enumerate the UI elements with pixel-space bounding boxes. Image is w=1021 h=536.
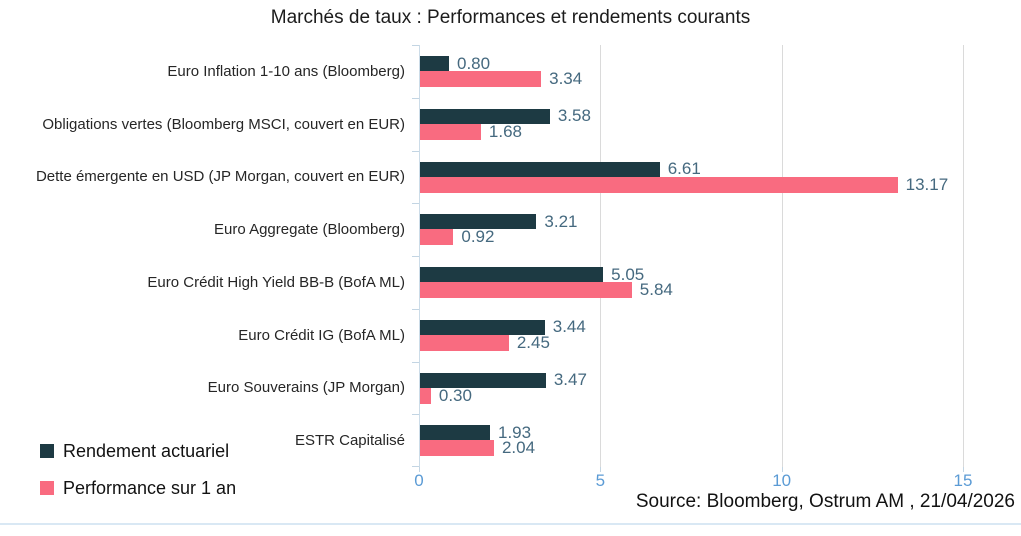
category-label: Euro Souverains (JP Morgan): [207, 379, 405, 397]
value-label: 2.04: [501, 438, 536, 458]
legend-item: Rendement actuariel: [40, 437, 236, 465]
bar-performance-1an: [420, 176, 898, 193]
x-tick-label: 0: [414, 471, 424, 490]
bar-rendement-actuariel: [420, 108, 550, 124]
bar-rendement-actuariel: [420, 319, 545, 335]
x-axis-tick-mark: [963, 467, 964, 472]
bar-performance-1an: [420, 282, 632, 298]
x-tick-label: 10: [772, 471, 792, 490]
category-label: ESTR Capitalisé: [294, 432, 405, 450]
bottom-divider: [0, 523, 1021, 525]
x-axis-tick-mark: [600, 467, 602, 472]
category-axis-tick-mark: [412, 151, 419, 152]
category-label: Euro Inflation 1-10 ans (Bloomberg): [167, 62, 405, 80]
value-label: 3.21: [544, 211, 578, 231]
value-label: 3.44: [552, 317, 586, 337]
value-label: 13.17: [905, 174, 949, 194]
value-label: 3.58: [557, 106, 591, 126]
category-label: Obligations vertes (Bloomberg MSCI, couv…: [42, 115, 405, 133]
value-axis-zero-line: [419, 45, 420, 467]
category-axis-tick-mark: [412, 45, 419, 46]
value-label: 3.34: [549, 69, 583, 88]
value-label: 0.30: [438, 385, 472, 405]
bar-rendement-actuariel: [420, 372, 546, 388]
legend: Rendement actuariel Performance sur 1 an: [40, 437, 236, 511]
gridline-5: [600, 45, 602, 467]
plot-area: 0.80 3.34 3.58 1.68 6.61 13.17 3.21 0.92 5.05 5.8…: [412, 45, 990, 472]
bar-performance-1an: [420, 334, 509, 351]
legend-label: Performance sur 1 an: [63, 477, 237, 498]
x-tick-label: 15: [953, 471, 973, 490]
category-label: Euro Crédit High Yield BB-B (BofA ML): [147, 273, 405, 291]
category-axis-tick-mark: [412, 256, 419, 257]
category-axis: Euro Inflation 1-10 ans (Bloomberg) Oblig…: [0, 45, 413, 467]
legend-swatch: [40, 444, 54, 458]
x-axis-tick-mark: [781, 467, 783, 472]
value-label: 0.80: [457, 53, 491, 73]
value-label: 2.45: [516, 332, 550, 352]
value-label: 1.68: [488, 121, 523, 141]
category-axis-tick-mark: [412, 362, 419, 363]
bar-performance-1an: [420, 71, 542, 87]
x-axis-tick-labels: 0 5 10 15: [414, 471, 990, 493]
legend-item: Performance sur 1 an: [40, 474, 236, 502]
bar-rendement-actuariel: [420, 214, 537, 230]
value-label: 3.47: [553, 370, 587, 389]
x-tick-label: 5: [595, 471, 606, 490]
gridline-15: [963, 45, 964, 467]
category-label: Euro Aggregate (Bloomberg): [214, 221, 405, 239]
value-label: 0.92: [461, 227, 495, 247]
value-label: 5.84: [639, 280, 673, 299]
bar-rendement-actuariel: [420, 56, 449, 71]
bar-performance-1an: [420, 229, 454, 246]
legend-label: Rendement actuariel: [63, 440, 230, 461]
source-note: Source: Bloomberg, Ostrum AM , 21/04/202…: [635, 491, 1015, 512]
value-label: 5.05: [611, 264, 645, 284]
gridline-10: [781, 45, 783, 467]
bar-performance-1an: [420, 440, 494, 457]
category-axis-tick-mark: [412, 309, 419, 310]
legend-swatch: [40, 481, 54, 495]
chart-title: Marchés de taux : Performances et rendem…: [270, 7, 751, 28]
category-axis-tick-mark: [412, 414, 419, 415]
bar-performance-1an: [420, 387, 431, 404]
bar-performance-1an: [420, 123, 481, 140]
value-label: 1.93: [497, 422, 532, 442]
category-axis-tick-mark: [412, 466, 419, 467]
category-axis-tick-mark: [412, 203, 419, 204]
category-label: Euro Crédit IG (BofA ML): [238, 326, 405, 344]
category-label: Dette émergente en USD (JP Morgan, couve…: [35, 168, 405, 186]
value-label: 6.61: [667, 159, 701, 178]
bar-rendement-actuariel: [420, 161, 660, 177]
bar-rendement-actuariel: [420, 267, 604, 282]
x-axis-tick-mark: [419, 467, 420, 472]
bar-rendement-actuariel: [420, 425, 490, 441]
category-axis-tick-mark: [412, 98, 419, 99]
